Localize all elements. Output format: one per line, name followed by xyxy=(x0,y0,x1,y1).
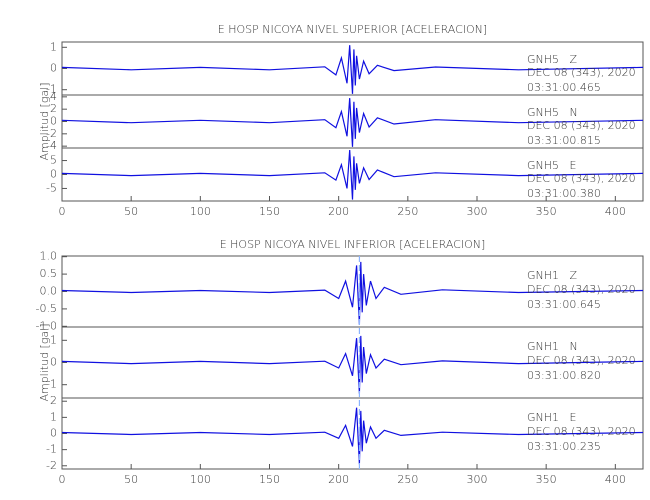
y-tick-label: -5 xyxy=(46,181,57,194)
y-tick-label: 0 xyxy=(50,168,57,181)
y-tick-label: 1 xyxy=(50,40,57,53)
y-tick-label: -1 xyxy=(46,378,57,391)
station-label: GNH1 E xyxy=(527,411,576,424)
x-tick-label: 200 xyxy=(328,473,349,486)
time-label: 03:31:00.820 xyxy=(527,369,601,382)
x-tick-label: 0 xyxy=(59,473,66,486)
time-label: 03:31:00.235 xyxy=(527,440,601,453)
x-tick-label: 350 xyxy=(536,473,557,486)
date-label: DEC 08 (343), 2020 xyxy=(527,354,636,367)
y-tick-label: 5 xyxy=(50,154,57,167)
x-tick-label: 100 xyxy=(190,473,211,486)
date-label: DEC 08 (343), 2020 xyxy=(527,66,636,79)
date-label: DEC 08 (343), 2020 xyxy=(527,283,636,296)
y-tick-label: -1.0 xyxy=(36,319,57,332)
y-tick-label: -2 xyxy=(46,459,57,472)
time-label: 03:31:00.645 xyxy=(527,298,601,311)
x-tick-label: 50 xyxy=(124,473,138,486)
y-tick-label: -4 xyxy=(46,139,57,152)
y-tick-label: 2 xyxy=(50,394,57,407)
y-tick-label: 0 xyxy=(50,62,57,75)
x-tick-label: 250 xyxy=(397,205,418,218)
time-label: 03:31:00.465 xyxy=(527,81,601,94)
station-label: GNH5 Z xyxy=(527,53,578,66)
x-tick-label: 200 xyxy=(328,205,349,218)
y-tick-label: 0 xyxy=(50,115,57,128)
y-tick-label: 0.5 xyxy=(40,267,58,280)
y-tick-label: 1 xyxy=(50,333,57,346)
x-tick-label: 250 xyxy=(397,473,418,486)
x-tick-label: 350 xyxy=(536,205,557,218)
waveform xyxy=(61,335,644,394)
chart-title: E HOSP NICOYA NIVEL SUPERIOR [ACELERACIO… xyxy=(218,23,487,36)
date-label: DEC 08 (343), 2020 xyxy=(527,119,636,132)
waveform xyxy=(61,149,644,200)
y-axis-label: Amplitud [gal] xyxy=(38,82,51,160)
y-tick-label: -1 xyxy=(46,443,57,456)
y-tick-label: 0.0 xyxy=(40,285,58,298)
x-tick-label: 300 xyxy=(467,473,488,486)
time-label: 03:31:00.380 xyxy=(527,187,601,200)
x-tick-label: 0 xyxy=(59,205,66,218)
x-tick-label: 50 xyxy=(124,205,138,218)
waveform xyxy=(61,407,644,465)
waveform xyxy=(61,261,644,325)
waveform xyxy=(61,45,644,94)
y-tick-label: 2 xyxy=(50,102,57,115)
y-tick-label: 1 xyxy=(50,410,57,423)
waveform xyxy=(61,98,644,147)
chart-title: E HOSP NICOYA NIVEL INFERIOR [ACELERACIO… xyxy=(220,238,486,251)
station-label: GNH5 N xyxy=(527,106,578,119)
time-label: 03:31:00.815 xyxy=(527,134,601,147)
y-tick-label: 1.0 xyxy=(40,250,58,263)
station-label: GNH1 N xyxy=(527,340,578,353)
y-axis-label: Amplitud [gal] xyxy=(38,323,51,401)
y-tick-label: -1 xyxy=(46,83,57,96)
x-tick-label: 100 xyxy=(190,205,211,218)
x-tick-label: 400 xyxy=(605,473,626,486)
x-tick-label: 150 xyxy=(259,205,280,218)
x-tick-label: 400 xyxy=(605,205,626,218)
station-label: GNH1 Z xyxy=(527,269,578,282)
station-label: GNH5 E xyxy=(527,159,576,172)
y-tick-label: -2 xyxy=(46,127,57,140)
x-tick-label: 300 xyxy=(467,205,488,218)
y-tick-label: 0 xyxy=(50,356,57,369)
y-tick-label: 0 xyxy=(50,427,57,440)
date-label: DEC 08 (343), 2020 xyxy=(527,425,636,438)
x-tick-label: 150 xyxy=(259,473,280,486)
y-tick-label: -0.5 xyxy=(36,302,57,315)
y-tick-label: 4 xyxy=(50,90,57,103)
date-label: DEC 08 (343), 2020 xyxy=(527,172,636,185)
